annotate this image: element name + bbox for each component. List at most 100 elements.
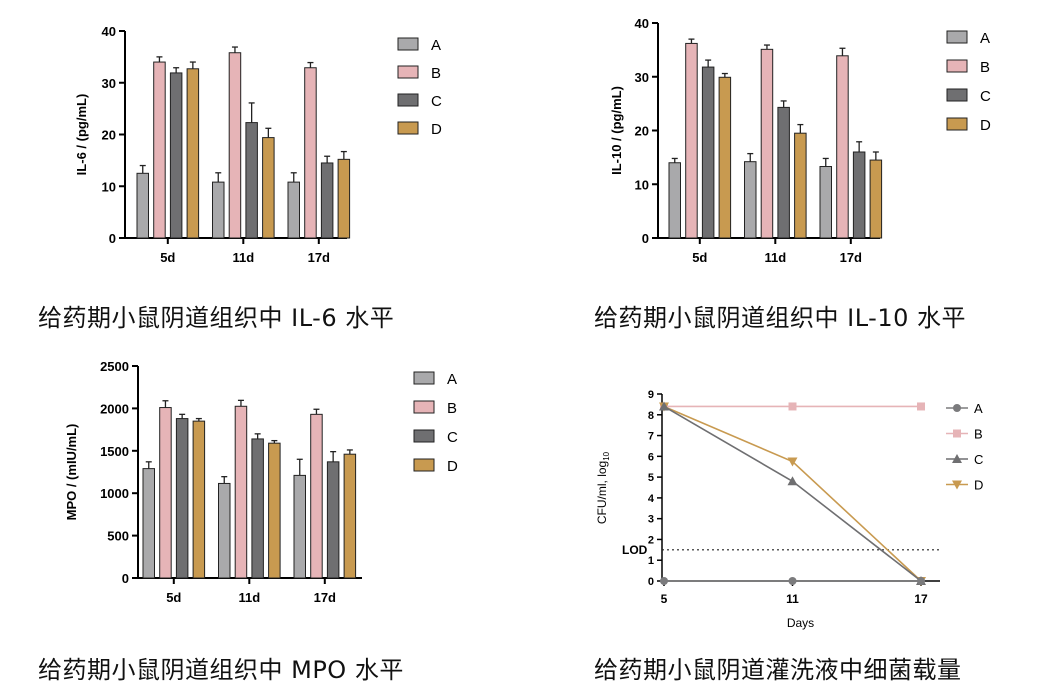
legend-label-D: D [980, 117, 991, 134]
x-tick-label: 11 [786, 592, 799, 606]
bar-B-17d [304, 67, 317, 239]
legend-marker-D [952, 480, 962, 490]
y-tick-label: 5 [648, 472, 654, 484]
bar-C-17d [326, 461, 340, 579]
legend-swatch-D [397, 121, 419, 135]
y-tick-label: 1000 [100, 486, 129, 501]
bar-D-17d [869, 159, 883, 239]
series-line-C [663, 405, 922, 582]
series-line-D [663, 405, 922, 582]
legend-swatch-C [397, 93, 419, 107]
bar-A-11d [744, 161, 757, 239]
bar-D-5d [192, 420, 206, 579]
legend-swatch-A [397, 37, 419, 51]
bar-A-17d [819, 166, 832, 239]
bar-D-5d [718, 76, 732, 239]
bar-B-17d [836, 55, 849, 239]
bar-B-5d [685, 42, 698, 239]
y-tick-label: 0 [648, 576, 654, 588]
bar-A-17d [293, 474, 306, 579]
caption-il10: 给药期小鼠阴道组织中 IL-10 水平 [594, 304, 966, 332]
legend-label-C: C [431, 93, 442, 110]
y-tick-label: 20 [635, 124, 649, 139]
legend-swatch-A [413, 371, 435, 385]
lod-label: LOD [622, 543, 648, 557]
x-tick-label: 5d [160, 250, 175, 265]
bar-D-11d [268, 442, 281, 579]
legend-label-B: B [447, 400, 457, 417]
y-tick-label: 40 [635, 16, 649, 31]
y-tick-label: 2 [648, 534, 654, 546]
bar-D-17d [343, 453, 357, 579]
bar-D-5d [186, 68, 200, 239]
legend-label-B: B [431, 65, 441, 82]
bar-B-5d [159, 407, 172, 579]
caption-cfu: 给药期小鼠阴道灌洗液中细菌载量 [594, 656, 962, 684]
caption-il6: 给药期小鼠阴道组织中 IL-6 水平 [38, 304, 395, 332]
y-tick-label: 0 [122, 571, 129, 586]
x-tick-label: 17d [314, 590, 336, 605]
bar-C-17d [852, 151, 866, 239]
y-axis-label-subscript: 10 [602, 451, 611, 460]
legend-marker-C [952, 454, 962, 463]
y-tick-label: 9 [648, 389, 654, 401]
bar-A-5d [136, 172, 149, 239]
y-tick-label: 20 [102, 128, 116, 143]
legend-swatch-C [946, 88, 968, 102]
y-tick-label: 0 [109, 231, 116, 246]
bar-C-5d [701, 66, 715, 239]
bar-C-11d [251, 438, 264, 579]
bar-D-17d [337, 158, 351, 239]
y-tick-label: 1500 [100, 444, 129, 459]
y-tick-label: 500 [107, 529, 129, 544]
x-tick-label: 17 [914, 592, 928, 606]
legend-label-A: A [980, 30, 990, 47]
y-tick-label: 0 [642, 231, 649, 246]
y-axis-label: IL-10 / (pg/mL) [609, 86, 624, 175]
bar-C-17d [320, 162, 334, 239]
point-A-11 [788, 577, 797, 585]
legend-swatch-B [413, 400, 435, 414]
y-axis-label: IL-6 / (pg/mL) [74, 94, 89, 176]
legend-label-D: D [974, 478, 983, 493]
legend-label-B: B [980, 59, 990, 76]
x-tick-label: 11d [764, 250, 786, 265]
legend-label-C: C [447, 429, 458, 446]
x-tick-label: 11d [232, 250, 254, 265]
x-tick-label: 17d [840, 250, 862, 265]
y-tick-label: 2500 [100, 359, 129, 374]
bar-A-5d [142, 468, 155, 579]
point-C-5 [659, 401, 669, 411]
legend-swatch-B [397, 65, 419, 79]
chart-mpo: 0 500 1000 1500 2000 2500 MPO / (mIU/mL) 5d 11d 1… [64, 359, 458, 605]
point-A-5 [660, 577, 668, 585]
y-tick-label: 10 [102, 179, 116, 194]
point-D-11 [787, 457, 798, 467]
legend-marker-A [953, 404, 961, 412]
x-tick-label: 11d [238, 590, 260, 605]
y-tick-label: 30 [635, 70, 649, 85]
legend-label-D: D [431, 121, 442, 138]
bar-C-5d [169, 72, 183, 239]
y-tick-label: 10 [635, 177, 649, 192]
point-A-17 [917, 577, 925, 585]
legend-swatch-D [413, 458, 435, 472]
y-tick-label: 3 [648, 514, 654, 526]
legend-label-C: C [974, 452, 983, 467]
legend-label-A: A [447, 371, 457, 388]
y-tick-label: 40 [102, 24, 116, 39]
bar-A-17d [287, 181, 300, 239]
y-tick-label: 2000 [100, 401, 129, 416]
y-axis-label: CFU/ml, log10 [595, 451, 611, 524]
bar-A-5d [668, 162, 681, 239]
bar-B-5d [153, 61, 166, 239]
legend-label-B: B [974, 427, 983, 442]
y-tick-label: 7 [648, 431, 654, 443]
x-tick-label: 17d [308, 250, 330, 265]
y-axis-label-main: CFU/ml, log [595, 461, 609, 524]
legend-label-A: A [974, 401, 983, 416]
